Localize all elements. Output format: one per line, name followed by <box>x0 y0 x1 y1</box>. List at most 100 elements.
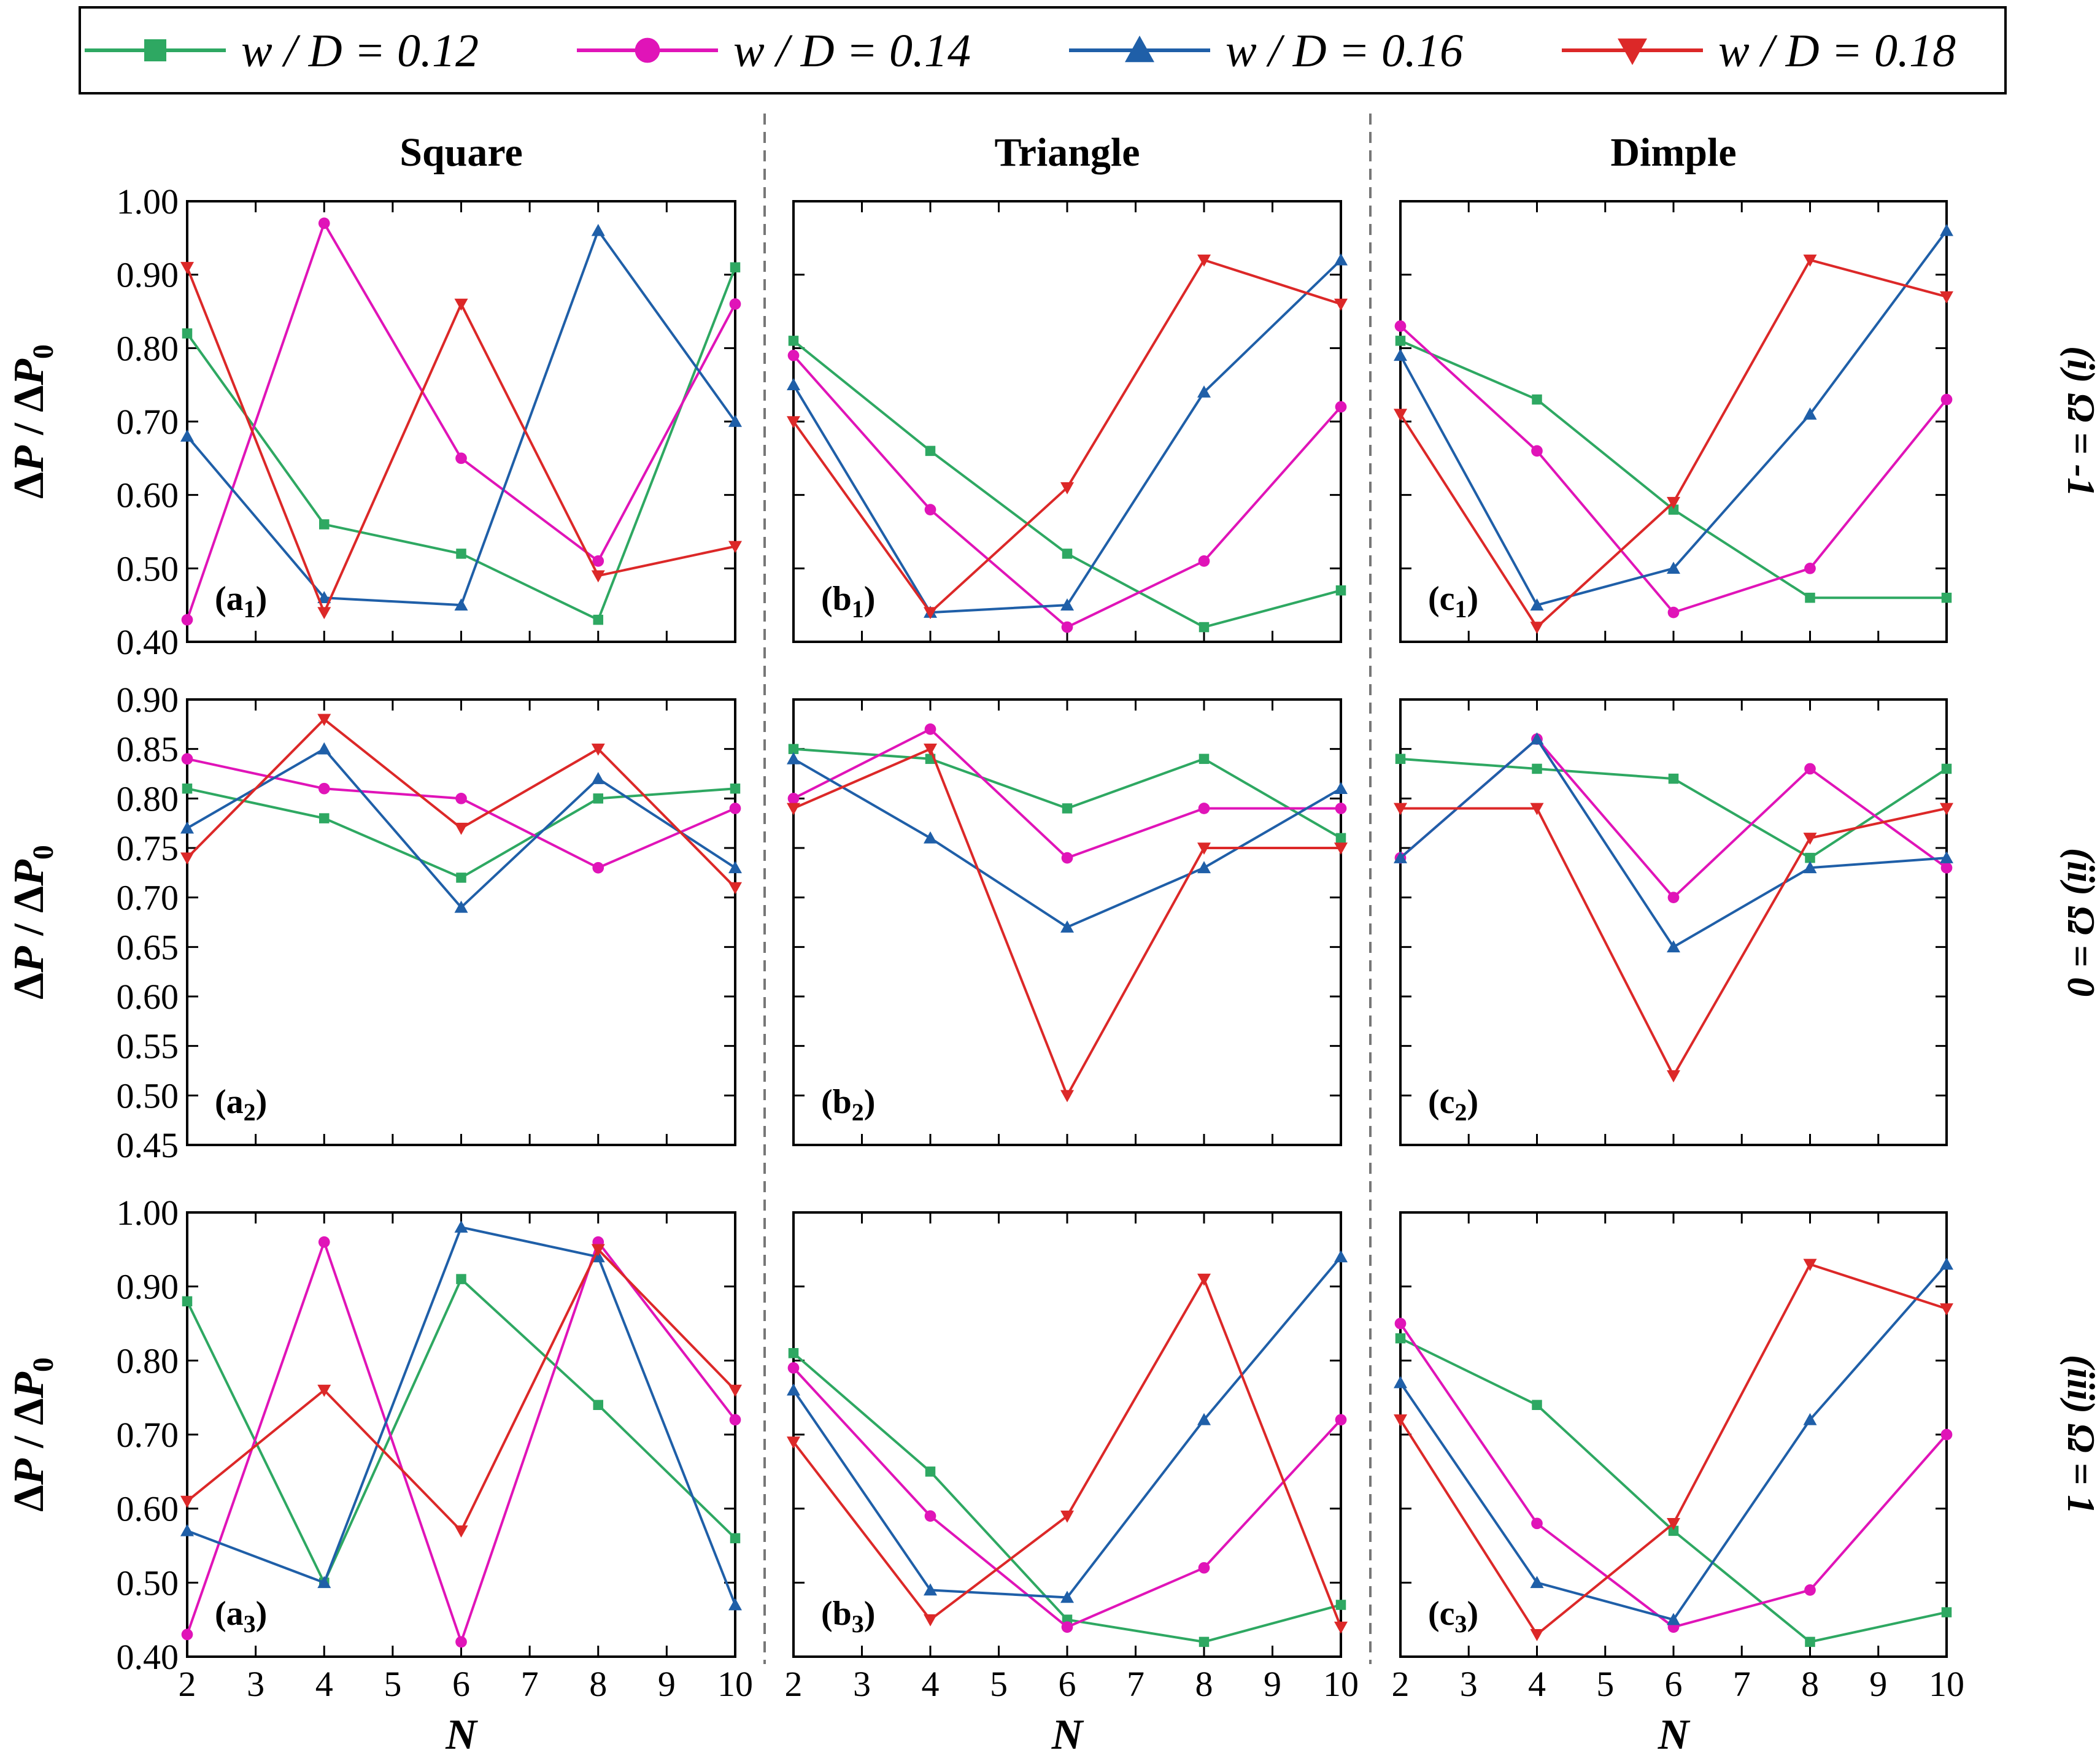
series-line <box>186 266 736 622</box>
data-point <box>1941 763 1952 774</box>
data-point <box>1667 1613 1680 1625</box>
panel-label-main: (b <box>821 1083 852 1121</box>
data-point <box>1060 482 1074 495</box>
data-point <box>181 753 193 765</box>
y-axis-label-part: P <box>6 358 53 386</box>
data-point <box>1531 445 1543 457</box>
panel-label-end: ) <box>1467 580 1479 618</box>
data-point <box>924 1614 937 1627</box>
x-tick-label: 9 <box>658 1664 676 1704</box>
y-tick-label: 0.90 <box>117 1267 179 1307</box>
x-tick-label: 4 <box>1528 1664 1546 1704</box>
data-point <box>181 1628 193 1641</box>
data-point <box>1530 598 1544 611</box>
data-point <box>1060 1090 1074 1103</box>
panel-label: (b1) <box>821 580 875 623</box>
y-tick-label: 0.70 <box>117 878 179 918</box>
column-title: Triangle <box>994 130 1140 175</box>
panel-label-end: ) <box>256 1595 268 1633</box>
data-point <box>591 570 605 583</box>
data-point <box>454 298 468 311</box>
data-point <box>1198 555 1210 567</box>
data-point <box>728 415 742 427</box>
panel-label: (b2) <box>821 1083 875 1126</box>
series-line <box>792 258 1341 614</box>
x-tick-label: 3 <box>247 1664 264 1704</box>
panel: (c2) <box>1394 698 1953 1146</box>
data-point <box>1532 394 1542 405</box>
data-point <box>182 783 193 794</box>
data-point <box>1940 223 1953 236</box>
x-tick-label: 5 <box>990 1664 1008 1704</box>
y-tick-label: 0.55 <box>117 1027 179 1066</box>
series-line <box>186 1241 736 1643</box>
y-axis-label-subscript: 0 <box>27 845 60 860</box>
data-point <box>728 882 742 895</box>
data-point <box>1335 1414 1347 1426</box>
data-point <box>317 714 331 726</box>
data-point <box>1062 549 1073 559</box>
panel-label: (c2) <box>1428 1083 1478 1126</box>
panel-label-main: (b <box>821 580 852 618</box>
y-tick-label: 1.00 <box>117 182 179 222</box>
y-tick-label: 0.60 <box>117 1489 179 1529</box>
column-title: Square <box>400 130 523 175</box>
data-point <box>924 723 936 735</box>
panel-frame <box>792 200 1342 643</box>
data-point <box>1940 393 1953 406</box>
panel: (b2) <box>787 698 1348 1146</box>
panel-frame <box>1399 1211 1948 1658</box>
panel-label-end: ) <box>864 580 876 618</box>
panel: (b1) <box>787 200 1348 643</box>
y-tick-label: 1.00 <box>117 1193 179 1233</box>
data-point <box>787 1362 800 1374</box>
data-point <box>592 861 604 874</box>
data-point <box>1335 803 1347 814</box>
data-point <box>1335 585 1346 596</box>
x-tick-label: 10 <box>1323 1664 1359 1704</box>
data-point <box>1804 1584 1816 1596</box>
x-tick-label: 2 <box>179 1664 196 1704</box>
data-point <box>924 504 936 515</box>
y-tick-label: 0.70 <box>117 402 179 442</box>
data-point <box>1667 496 1680 509</box>
y-tick-label: 0.90 <box>117 255 179 295</box>
y-axis-label-part: / Δ <box>6 385 53 445</box>
panel-label-main: (a <box>215 1083 244 1121</box>
data-point <box>1394 851 1407 863</box>
data-point <box>728 1384 742 1397</box>
panel-label-end: ) <box>1467 1595 1479 1633</box>
data-point <box>180 821 194 834</box>
data-point <box>1395 1333 1406 1344</box>
panel-frame <box>1399 200 1948 643</box>
data-point <box>1804 562 1816 574</box>
y-tick-label: 0.50 <box>117 1563 179 1603</box>
data-point <box>1394 409 1407 422</box>
data-point <box>1197 254 1211 267</box>
data-point <box>180 1495 194 1508</box>
panel-label-end: ) <box>864 1595 876 1633</box>
y-tick-label: 0.60 <box>117 977 179 1017</box>
y-tick-label: 0.80 <box>117 779 179 819</box>
y-axis-label-subscript: 0 <box>27 344 60 359</box>
data-point <box>455 792 467 804</box>
series-line <box>792 1256 1342 1599</box>
data-point <box>1940 291 1953 304</box>
x-tick-label: 7 <box>1733 1664 1751 1704</box>
legend-label: w / D = 0.16 <box>1226 25 1463 77</box>
data-point <box>924 831 937 844</box>
x-tick-label: 4 <box>315 1664 333 1704</box>
data-point <box>455 452 467 464</box>
x-tick-label: 3 <box>853 1664 871 1704</box>
data-point <box>787 1436 800 1449</box>
data-point <box>1940 1257 1953 1270</box>
panel-label: (c3) <box>1428 1595 1478 1638</box>
panel-label: (a2) <box>215 1083 267 1126</box>
data-point <box>1197 1412 1211 1425</box>
data-point <box>318 782 330 795</box>
data-point <box>787 752 800 765</box>
data-point <box>454 1220 468 1233</box>
data-point <box>454 598 468 611</box>
data-point <box>1532 1400 1542 1410</box>
data-point <box>1530 1576 1544 1589</box>
